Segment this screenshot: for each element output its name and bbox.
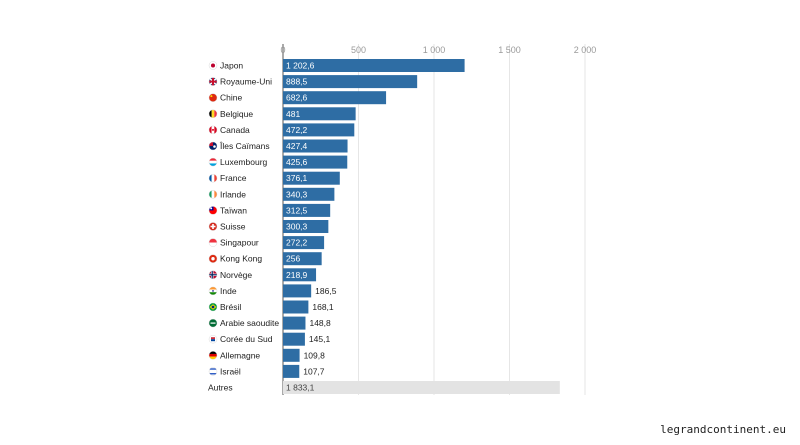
india-flag-icon <box>208 286 218 296</box>
singapore-flag-icon <box>208 238 218 247</box>
x-tick-label: 1 500 <box>498 45 521 55</box>
category-label: Taïwan <box>220 205 247 215</box>
bar-3 <box>283 107 356 121</box>
site-watermark: legrandcontinent.eu <box>660 423 786 436</box>
value-label: 148,8 <box>309 318 331 328</box>
category-label: Norvège <box>220 270 252 280</box>
cayman-flag-icon <box>208 141 218 151</box>
category-label: Arabie saoudite <box>220 318 279 328</box>
saudi-flag-icon <box>208 318 218 328</box>
korea-flag-icon <box>208 335 218 344</box>
category-label: Îles Caïmans <box>219 141 270 151</box>
bar-8 <box>283 187 335 201</box>
bar-19 <box>283 364 300 378</box>
bar-7 <box>283 171 340 185</box>
uk-flag-icon <box>208 77 218 86</box>
category-label: Corée du Sud <box>220 334 273 344</box>
bar-18 <box>283 348 300 362</box>
category-label: Israël <box>220 366 241 376</box>
category-labels: Japon Royaume-Uni Chine Belgique Canada Îles … <box>208 61 279 393</box>
value-label: 427,4 <box>286 141 308 151</box>
category-label: Inde <box>220 286 237 296</box>
x-tick-label: 2 000 <box>574 45 597 55</box>
value-label: 256 <box>286 254 300 264</box>
x-tick-label: 0 <box>280 45 285 55</box>
value-label: 312,5 <box>286 205 308 215</box>
bar-15 <box>283 300 309 314</box>
value-label: 682,6 <box>286 93 308 103</box>
value-label: 1 833,1 <box>286 383 315 393</box>
bar-4 <box>283 123 355 137</box>
canada-flag-icon <box>208 125 218 135</box>
value-label: 186,5 <box>315 286 337 296</box>
category-label: Japon <box>220 61 243 71</box>
china-flag-icon <box>208 93 218 102</box>
bar-16 <box>283 316 306 330</box>
bar-13 <box>283 268 317 282</box>
x-axis-ticks: 0 500 1 000 1 500 2 000 <box>280 45 596 55</box>
switzerland-flag-icon <box>208 222 218 231</box>
bar-11 <box>283 236 325 250</box>
value-label: 300,3 <box>286 222 308 232</box>
bar-12 <box>283 252 322 266</box>
value-label: 218,9 <box>286 270 308 280</box>
value-label: 107,7 <box>303 366 325 376</box>
category-label: Brésil <box>220 302 241 312</box>
category-label: Suisse <box>220 222 246 232</box>
value-label: 472,2 <box>286 125 308 135</box>
category-label: Belgique <box>220 109 253 119</box>
x-tick-label: 1 000 <box>423 45 446 55</box>
brazil-flag-icon <box>208 302 218 312</box>
value-label: 109,8 <box>304 350 326 360</box>
bar-10 <box>283 220 329 233</box>
category-label: Royaume-Uni <box>220 77 272 87</box>
taiwan-flag-icon <box>208 206 218 215</box>
category-label: Canada <box>220 125 250 135</box>
value-label: 425,6 <box>286 157 308 167</box>
value-label: 168,1 <box>312 302 334 312</box>
category-label: Irlande <box>220 189 246 199</box>
bar-2 <box>283 91 387 105</box>
x-tick-label: 500 <box>351 45 366 55</box>
category-label: Allemagne <box>220 350 260 360</box>
bar-5 <box>283 139 348 153</box>
category-label: Kong Kong <box>220 254 262 264</box>
bar-20 <box>283 381 560 394</box>
germany-flag-icon <box>208 351 218 360</box>
israel-flag-icon <box>208 367 218 376</box>
value-label: 272,2 <box>286 238 308 248</box>
japan-flag-icon <box>208 61 218 70</box>
value-label: 888,5 <box>286 77 308 87</box>
bar-6 <box>283 155 348 169</box>
value-label: 376,1 <box>286 173 308 183</box>
bar-17 <box>283 332 305 346</box>
belgium-flag-icon <box>208 109 218 119</box>
bars: 1 202,6 888,5 682,6 481 472,2 427,4 425,6 376,1… <box>283 59 560 394</box>
category-label: Chine <box>220 93 242 103</box>
category-label: France <box>220 173 247 183</box>
france-flag-icon <box>208 173 218 183</box>
luxembourg-flag-icon <box>208 157 218 167</box>
value-label: 340,3 <box>286 189 308 199</box>
category-label: Luxembourg <box>220 157 268 167</box>
category-label: Autres <box>208 383 233 393</box>
bar-9 <box>283 203 331 217</box>
bar-1 <box>283 75 418 89</box>
norway-flag-icon <box>208 270 218 279</box>
value-label: 481 <box>286 109 300 119</box>
value-label: 1 202,6 <box>286 61 315 71</box>
value-label: 145,1 <box>309 334 331 344</box>
ireland-flag-icon <box>208 190 218 199</box>
category-label: Singapour <box>220 238 259 248</box>
bar-0 <box>283 59 465 72</box>
bar-14 <box>283 284 312 298</box>
hongkong-flag-icon <box>208 254 218 263</box>
